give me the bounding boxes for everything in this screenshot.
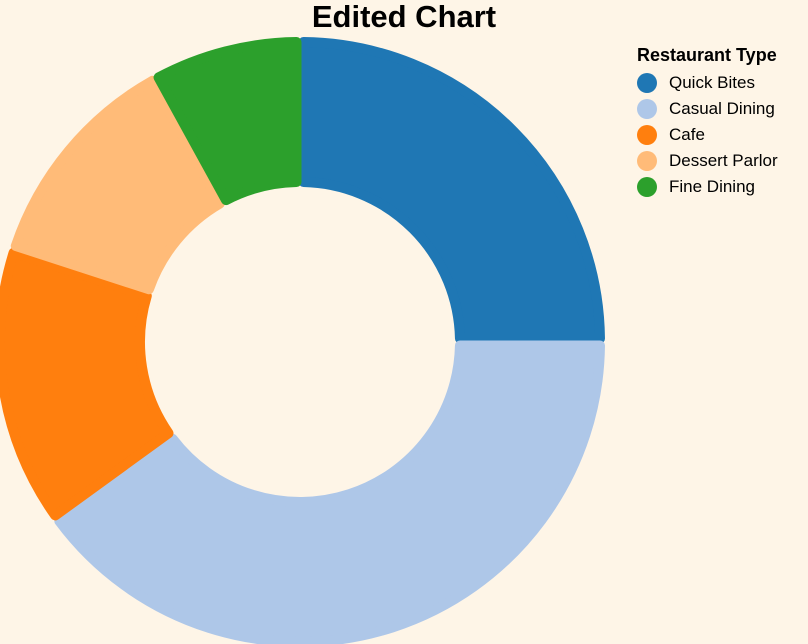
legend-item[interactable]: Cafe xyxy=(637,122,778,148)
legend-swatch xyxy=(637,99,657,119)
legend-label: Quick Bites xyxy=(669,73,755,92)
legend-swatch xyxy=(637,125,657,145)
legend-title: Restaurant Type xyxy=(637,45,777,65)
legend-swatch xyxy=(637,73,657,93)
legend-label: Casual Dining xyxy=(669,99,775,118)
legend-item[interactable]: Fine Dining xyxy=(637,174,778,200)
legend-label: Dessert Parlor xyxy=(669,151,778,170)
legend-item[interactable]: Dessert Parlor xyxy=(637,148,778,174)
slice-fine-dining[interactable] xyxy=(153,37,302,206)
legend-item[interactable]: Quick Bites xyxy=(637,70,778,96)
slice-dessert-parlor[interactable] xyxy=(10,75,225,295)
legend-label: Cafe xyxy=(669,125,705,144)
legend-label: Fine Dining xyxy=(669,177,755,196)
chart-title: Edited Chart xyxy=(311,0,497,34)
slice-quick-bites[interactable] xyxy=(298,37,605,344)
legend-item[interactable]: Casual Dining xyxy=(637,96,778,122)
slice-cafe[interactable] xyxy=(0,247,174,521)
legend-swatch xyxy=(637,177,657,197)
donut-slices xyxy=(0,37,605,644)
legend-swatch xyxy=(637,151,657,171)
legend-items: Quick Bites Casual Dining Cafe Dessert Parl… xyxy=(637,70,778,200)
slice-casual-dining[interactable] xyxy=(54,340,605,644)
legend: Restaurant Type Quick Bites Casual Dining… xyxy=(637,44,778,200)
